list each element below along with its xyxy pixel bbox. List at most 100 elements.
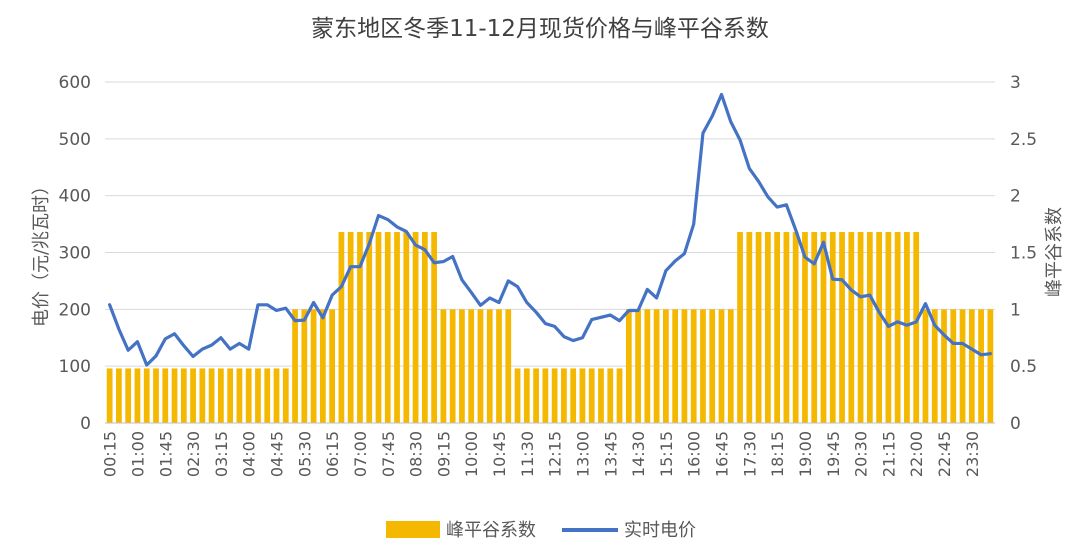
coefficient-bar	[718, 309, 725, 423]
x-tick-label: 14:30	[629, 431, 648, 477]
x-tick-label: 03:15	[212, 431, 231, 477]
coefficient-bar	[468, 309, 475, 423]
right-y-tick-label: 3	[1010, 73, 1021, 93]
coefficient-bar	[588, 368, 595, 423]
coefficient-bar	[227, 368, 234, 423]
coefficient-bar	[366, 232, 373, 423]
right-y-tick-label: 0	[1010, 414, 1021, 434]
coefficient-bar	[208, 368, 215, 423]
coefficient-bar	[644, 309, 651, 423]
x-tick-label: 16:00	[685, 431, 704, 477]
coefficient-bar	[607, 368, 614, 423]
coefficient-bar	[153, 368, 159, 423]
coefficient-bar	[514, 368, 521, 423]
coefficient-bar	[681, 309, 688, 423]
coefficient-bar	[125, 368, 132, 423]
x-tick-label: 19:45	[824, 431, 843, 477]
coefficient-bar	[894, 232, 901, 423]
left-y-tick-label: 600	[59, 73, 91, 93]
coefficient-bar	[746, 232, 753, 423]
coefficient-bar	[764, 232, 771, 423]
chart-title: 蒙东地区冬季11-12月现货价格与峰平谷系数	[311, 16, 769, 42]
coefficient-bar	[310, 309, 317, 423]
coefficient-bar	[663, 309, 669, 423]
coefficient-bar	[709, 309, 716, 423]
coefficient-bar	[551, 368, 558, 423]
coefficient-bar	[839, 232, 845, 423]
left-y-tick-label: 100	[59, 357, 91, 377]
right-y-tick-label: 0.5	[1010, 357, 1037, 377]
coefficient-bar	[505, 309, 512, 423]
right-y-tick-label: 2	[1010, 187, 1021, 207]
coefficient-bar	[570, 368, 577, 423]
right-y-tick-label: 2.5	[1010, 130, 1037, 150]
coefficient-bar	[561, 368, 567, 423]
x-tick-label: 11:30	[518, 431, 537, 477]
x-tick-label: 22:00	[907, 431, 926, 477]
x-tick-label: 07:00	[351, 431, 370, 477]
coefficient-bar	[218, 368, 224, 423]
right-y-axis-label: 峰平谷系数	[1044, 207, 1065, 297]
left-y-tick-label: 200	[59, 300, 91, 320]
legend: 峰平谷系数 实时电价	[386, 520, 696, 541]
coefficient-bar	[431, 232, 437, 423]
coefficient-bar	[421, 232, 428, 423]
coefficient-bar	[913, 232, 920, 423]
coefficient-bar	[625, 309, 632, 423]
coefficient-bar	[106, 368, 113, 423]
coefficient-bar	[755, 232, 762, 423]
coefficient-bar	[968, 309, 975, 423]
x-tick-label: 12:15	[546, 431, 565, 477]
coefficient-bar	[690, 309, 697, 423]
legend-label-bars: 峰平谷系数	[446, 520, 536, 541]
coefficient-bar	[319, 309, 326, 423]
left-y-tick-label: 500	[59, 130, 91, 150]
coefficient-bar	[542, 368, 549, 423]
x-tick-label: 00:15	[101, 431, 120, 477]
coefficient-bar	[598, 368, 604, 423]
right-y-tick-label: 1	[1010, 300, 1021, 320]
x-tick-label: 02:30	[184, 431, 203, 477]
coefficient-bar	[635, 309, 641, 423]
x-axis: 00:15 01:00 01:45 02:30 03:15 04:00 04:45 05:30…	[101, 422, 995, 477]
coefficient-bars	[106, 232, 994, 423]
price-line	[108, 92, 992, 367]
coefficient-bar	[412, 232, 419, 423]
x-tick-label: 07:45	[379, 431, 398, 477]
coefficient-bar	[959, 309, 966, 423]
coefficient-bar	[941, 309, 947, 423]
coefficient-bar	[459, 309, 465, 423]
legend-label-line: 实时电价	[624, 520, 696, 541]
coefficient-bar	[236, 368, 243, 423]
coefficient-bar	[523, 368, 530, 423]
coefficient-bar	[987, 309, 994, 423]
coefficient-bar	[384, 232, 391, 423]
coefficient-bar	[866, 232, 873, 423]
coefficient-bar	[672, 309, 679, 423]
x-tick-label: 05:30	[295, 431, 314, 477]
coefficient-bar	[931, 309, 938, 423]
coefficient-bar	[338, 232, 345, 423]
x-tick-label: 22:45	[935, 431, 954, 477]
coefficient-bar	[282, 368, 289, 423]
coefficient-bar	[245, 368, 252, 423]
x-tick-label: 19:00	[796, 431, 815, 477]
coefficient-bar	[486, 309, 493, 423]
gridlines	[105, 81, 995, 424]
x-tick-label: 21:15	[879, 431, 898, 477]
x-tick-label: 17:30	[740, 431, 759, 477]
coefficient-bar	[820, 232, 827, 423]
coefficient-bar	[477, 309, 484, 423]
x-tick-label: 13:45	[601, 431, 620, 477]
coefficient-bar	[950, 309, 957, 423]
x-tick-label: 06:15	[323, 431, 342, 477]
coefficient-bar	[273, 368, 280, 423]
coefficient-bar	[792, 232, 799, 423]
coefficient-bar	[394, 232, 400, 423]
right-y-axis: 0 0.5 1 1.5 2 2.5 3	[1010, 73, 1037, 434]
x-tick-label: 01:00	[128, 431, 147, 477]
coefficient-bar	[143, 368, 150, 423]
coefficient-bar	[301, 309, 308, 423]
